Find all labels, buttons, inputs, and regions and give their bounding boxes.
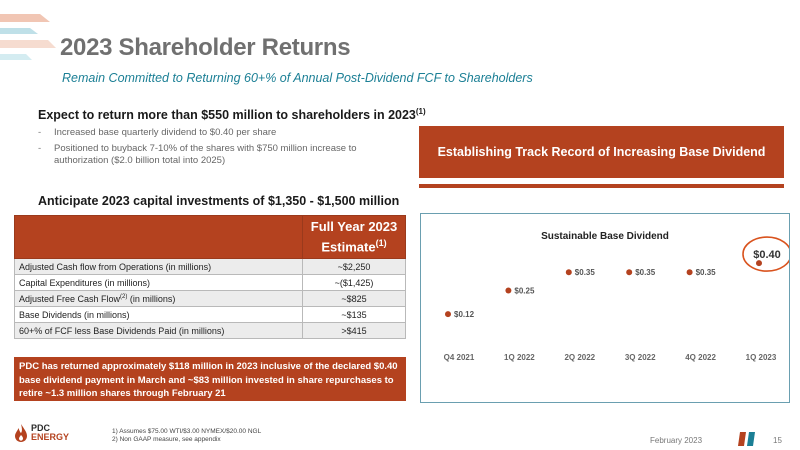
expect-bullets: - Increased base quarterly dividend to $0… (38, 127, 408, 171)
data-point (505, 287, 512, 294)
row-label-text: Adjusted Cash flow from Operations (in m… (19, 261, 212, 272)
row-value: ~$135 (302, 306, 406, 323)
row-label-suffix: (in millions) (127, 293, 176, 304)
data-point (445, 311, 451, 318)
data-label: $0.35 (575, 268, 596, 277)
dividend-banner: Establishing Track Record of Increasing … (419, 126, 784, 178)
expect-heading-footnote: (1) (415, 107, 426, 116)
table-header-line1: Full Year 2023 (310, 219, 398, 235)
footer-stripes-icon (738, 432, 755, 446)
x-tick-label: 1Q 2022 (504, 353, 535, 362)
footnote-1: 1) Assumes $75.00 WTI/$3.00 NYMEX/$20.00… (112, 428, 262, 435)
row-value: ~$2,250 (302, 258, 406, 275)
row-label-text: Adjusted Free Cash Flow (19, 293, 121, 304)
footnote-2: 2) Non GAAP measure, see appendix (112, 436, 221, 443)
data-label: $0.12 (454, 310, 475, 319)
data-point (626, 269, 633, 276)
x-tick-label: Q4 2021 (444, 353, 475, 362)
page-subtitle: Remain Committed to Returning 60+% of An… (62, 71, 533, 85)
x-tick-label: 1Q 2023 (746, 353, 777, 362)
dash-icon: - (38, 143, 42, 154)
banner-underline (419, 184, 784, 188)
data-label: $0.35 (696, 268, 717, 277)
table-header-line2: Estimate (321, 239, 376, 255)
x-tick-label: 3Q 2022 (625, 353, 656, 362)
bullet-item: - Increased base quarterly dividend to $0… (38, 127, 408, 139)
logo-wordmark: PDC ENERGY (31, 424, 69, 442)
expect-heading-text: Expect to return more than $550 million … (38, 108, 416, 123)
data-label: $0.25 (514, 286, 535, 295)
row-label: 60+% of FCF less Base Dividends Paid (in… (14, 322, 303, 339)
table-row: Adjusted Cash flow from Operations (in m… (14, 258, 406, 275)
chart-title: Sustainable Base Dividend (541, 231, 669, 242)
row-value: ~($1,425) (302, 274, 406, 291)
row-label-text: 60+% of FCF less Base Dividends Paid (in… (19, 325, 225, 336)
row-value: >$415 (302, 322, 406, 339)
table-row: Adjusted Free Cash Flow(2) (in millions)… (14, 290, 406, 307)
row-value: ~$825 (302, 290, 406, 307)
footnotes: 1) Assumes $75.00 WTI/$3.00 NYMEX/$20.00… (112, 428, 261, 444)
dash-icon: - (38, 127, 42, 138)
bullet-item: - Positioned to buyback 7-10% of the shar… (38, 143, 408, 167)
row-label: Adjusted Cash flow from Operations (in m… (14, 258, 303, 275)
estimate-table: Full Year 2023 Estimate(1) Adjusted Cash… (14, 215, 406, 339)
expect-heading: Expect to return more than $550 million … (38, 107, 426, 122)
data-point (686, 269, 693, 276)
pdc-logo: PDC ENERGY (14, 424, 69, 442)
bullet-text: Positioned to buyback 7-10% of the share… (54, 143, 357, 166)
x-tick-label: 4Q 2022 (685, 353, 716, 362)
data-point (565, 269, 572, 276)
row-label: Capital Expenditures (in millions) (14, 274, 303, 291)
row-label-text: Base Dividends (in millions) (19, 309, 130, 320)
table-row: 60+% of FCF less Base Dividends Paid (in… (14, 322, 406, 339)
table-header-footnote: (1) (375, 238, 387, 249)
logo-line1: PDC (31, 423, 51, 433)
chart-marks: $0.12 Q4 2021 $0.25 1Q 2022 $0.35 2Q 2022 $0.3… (444, 236, 792, 362)
page-title: 2023 Shareholder Returns (60, 34, 351, 61)
row-label-footnote: (2) (120, 293, 128, 300)
row-label-text: Capital Expenditures (in millions) (19, 277, 151, 288)
dividend-chart-box: Sustainable Base Dividend $0.12 Q4 2021 $0… (420, 213, 792, 403)
data-label: $0.40 (753, 249, 781, 261)
table-header-row: Full Year 2023 Estimate(1) (14, 215, 406, 259)
row-label: Adjusted Free Cash Flow(2) (in millions) (14, 290, 303, 307)
returns-callout: PDC has returned approximately $118 mill… (14, 357, 406, 401)
header-stripes-decoration (0, 14, 56, 60)
logo-line2: ENERGY (31, 432, 70, 442)
table-header-blank (14, 215, 303, 259)
flame-icon (15, 424, 27, 442)
data-label: $0.35 (635, 268, 656, 277)
data-point (756, 260, 762, 267)
table-row: Capital Expenditures (in millions) ~($1,… (14, 274, 406, 291)
bullet-text: Increased base quarterly dividend to $0.… (54, 127, 277, 138)
table-header-estimate: Full Year 2023 Estimate(1) (302, 215, 406, 259)
footer-date: February 2023 (650, 436, 703, 445)
table-row: Base Dividends (in millions) ~$135 (14, 306, 406, 323)
row-label: Base Dividends (in millions) (14, 306, 303, 323)
capex-heading: Anticipate 2023 capital investments of $… (38, 194, 400, 208)
x-tick-label: 2Q 2022 (564, 353, 595, 362)
page-number: 15 (773, 436, 782, 445)
